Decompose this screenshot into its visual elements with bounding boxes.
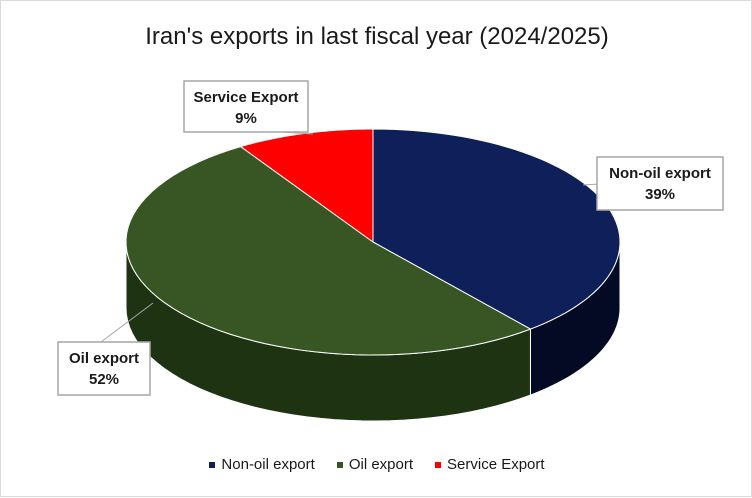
legend: Non-oil export Oil export Service Export [1,456,752,473]
legend-swatch-oil-export [336,461,343,468]
legend-label: Service Export [447,456,545,473]
legend-label: Non-oil export [221,456,315,473]
legend-item-non-oil-export: Non-oil export [209,456,315,473]
leader-line [100,302,154,343]
legend-item-oil-export: Oil export [336,456,414,473]
pie-slice-oil-export [125,146,532,356]
data-label-category: Oil export [69,350,139,367]
pie-slices [125,128,621,356]
data-label-box [183,80,309,133]
data-labels: Non-oil export 39% Oil export 52% Service Ex… [57,80,724,396]
chart-title: Iran's exports in last fiscal year (2024… [145,23,609,50]
legend-swatch-non-oil-export [209,461,216,468]
legend-label: Oil export [348,456,414,473]
data-label-non-oil-export: Non-oil export 39% [582,156,724,211]
data-label-value: 52% [89,371,119,388]
data-label-category: Service Export [193,89,298,106]
data-label-service-export: Service Export 9% [183,80,314,135]
data-label-box [57,341,151,396]
data-label-value: 9% [235,110,257,127]
legend-item-service-export: Service Export [435,456,545,473]
data-label-value: 39% [645,186,675,203]
legend-swatch-service-export [435,461,442,468]
data-label-oil-export: Oil export 52% [57,302,154,396]
data-label-category: Non-oil export [609,165,711,182]
data-label-box [596,156,724,211]
